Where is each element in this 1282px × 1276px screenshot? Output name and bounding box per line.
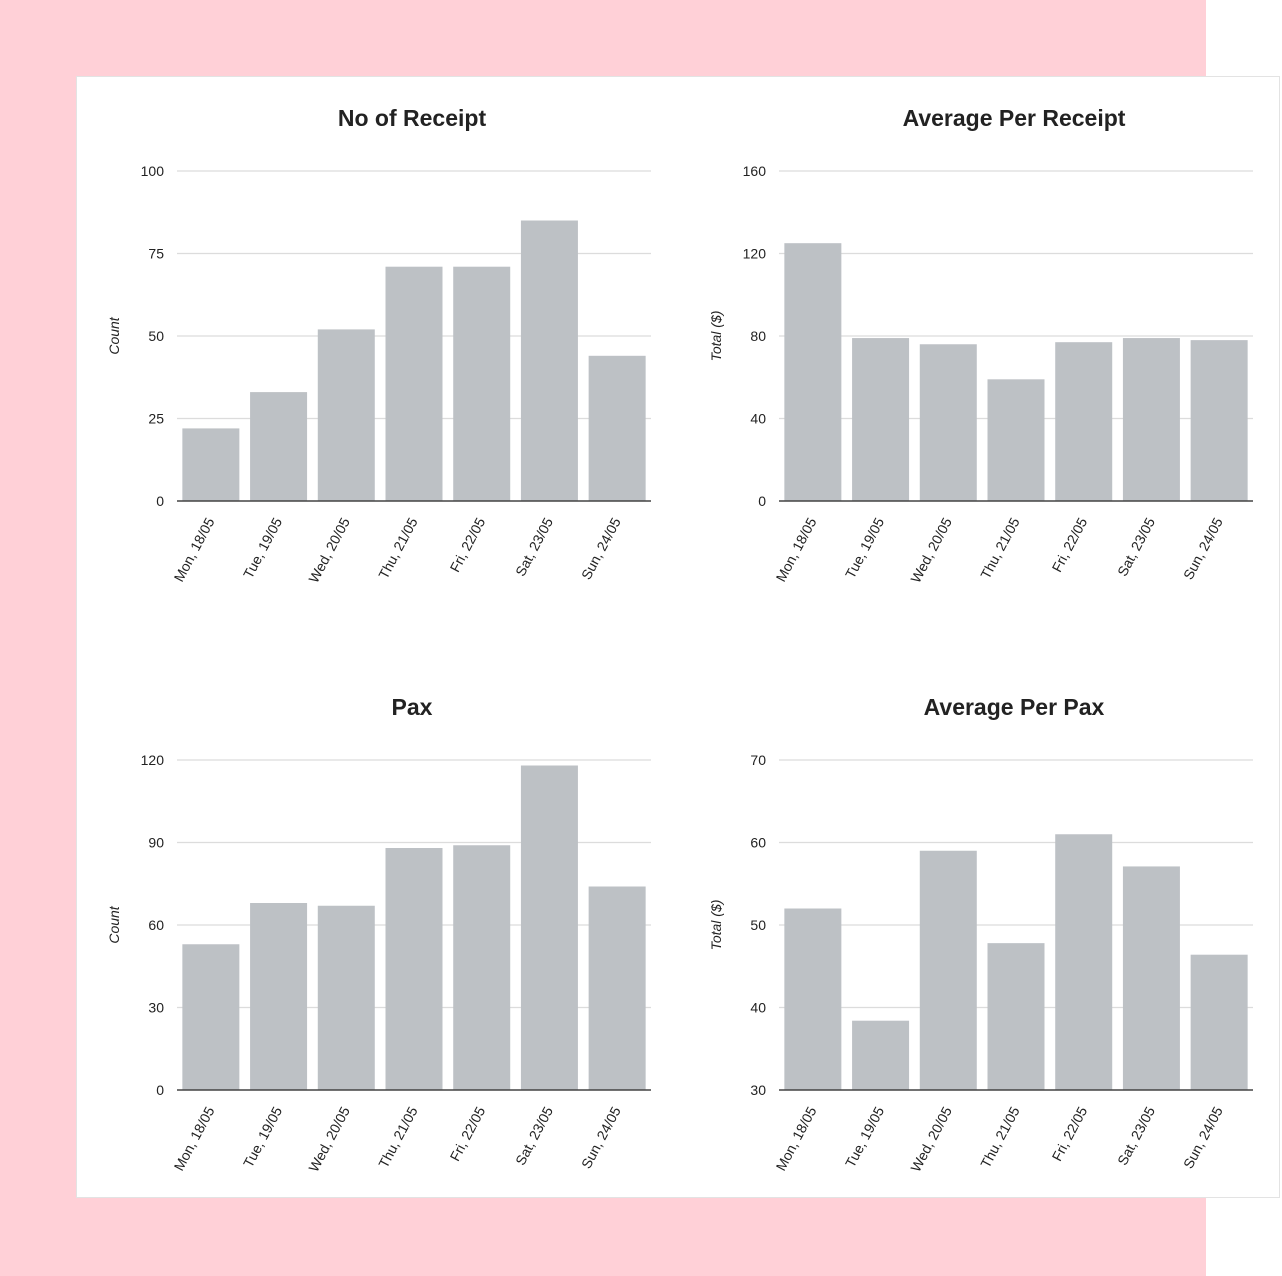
x-tick-label: Wed, 20/05 — [907, 515, 955, 586]
y-tick-label: 25 — [148, 411, 164, 427]
y-tick-label: 120 — [743, 246, 767, 262]
chart-title: Pax — [392, 694, 433, 720]
bar — [588, 886, 646, 1090]
x-tick-label: Tue, 19/05 — [842, 1104, 887, 1170]
bar — [1055, 342, 1113, 501]
x-tick-label: Tue, 19/05 — [842, 515, 887, 581]
bar — [182, 944, 240, 1090]
y-tick-label: 75 — [148, 246, 164, 262]
y-tick-label: 160 — [743, 163, 767, 179]
y-tick-label: 40 — [750, 411, 766, 427]
bar — [784, 243, 842, 501]
chart-title: Average Per Receipt — [903, 105, 1126, 131]
x-tick-label: Mon, 18/05 — [772, 515, 819, 585]
y-axis-label: Count — [106, 905, 122, 943]
bar — [317, 329, 375, 501]
x-tick-label: Mon, 18/05 — [170, 515, 217, 585]
bar — [385, 848, 443, 1090]
x-tick-label: Wed, 20/05 — [907, 1104, 955, 1175]
x-tick-label: Thu, 21/05 — [375, 515, 421, 582]
y-tick-label: 90 — [148, 835, 164, 851]
x-tick-label: Sun, 24/05 — [578, 515, 624, 582]
x-tick-label: Fri, 22/05 — [446, 515, 488, 575]
bar — [520, 765, 578, 1090]
chart-title: Average Per Pax — [924, 694, 1105, 720]
y-tick-label: 0 — [758, 493, 766, 509]
x-tick-label: Wed, 20/05 — [305, 515, 353, 586]
x-tick-label: Sun, 24/05 — [1180, 515, 1226, 582]
y-axis-label: Total ($) — [708, 900, 724, 951]
x-tick-label: Wed, 20/05 — [305, 1104, 353, 1175]
x-tick-label: Sat, 23/05 — [1114, 515, 1158, 579]
x-tick-label: Mon, 18/05 — [170, 1104, 217, 1174]
bar — [1055, 834, 1113, 1090]
x-tick-label: Thu, 21/05 — [977, 515, 1023, 582]
bar — [182, 428, 240, 501]
bar — [317, 905, 375, 1090]
x-tick-label: Tue, 19/05 — [240, 1104, 285, 1170]
y-tick-label: 40 — [750, 1000, 766, 1016]
bar — [385, 266, 443, 501]
y-tick-label: 50 — [148, 328, 164, 344]
bar — [1190, 340, 1248, 501]
x-tick-label: Fri, 22/05 — [1048, 515, 1090, 575]
y-axis-label: Count — [106, 316, 122, 354]
chart-title: No of Receipt — [338, 105, 487, 131]
bar — [250, 903, 308, 1090]
x-tick-label: Sat, 23/05 — [1114, 1104, 1158, 1168]
x-tick-label: Fri, 22/05 — [1048, 1104, 1090, 1164]
y-tick-label: 100 — [141, 163, 165, 179]
bar — [453, 845, 511, 1090]
bar — [250, 392, 308, 501]
y-tick-label: 30 — [148, 1000, 164, 1016]
bar — [852, 338, 910, 501]
y-tick-label: 60 — [148, 917, 164, 933]
x-tick-label: Sat, 23/05 — [512, 515, 556, 579]
y-tick-label: 80 — [750, 328, 766, 344]
x-tick-label: Thu, 21/05 — [977, 1104, 1023, 1171]
x-tick-label: Thu, 21/05 — [375, 1104, 421, 1171]
x-tick-label: Sat, 23/05 — [512, 1104, 556, 1168]
chart-average-per-receipt: Average Per Receipt 0 40 80 120 160 Total ($) M… — [708, 105, 1253, 586]
x-tick-label: Sun, 24/05 — [1180, 1104, 1226, 1171]
y-tick-label: 120 — [141, 752, 165, 768]
bar — [453, 266, 511, 501]
y-tick-label: 70 — [750, 752, 766, 768]
bar — [919, 344, 977, 501]
chart-average-per-pax: Average Per Pax 30 40 50 60 70 Total ($) Mon, 1… — [708, 694, 1253, 1175]
x-tick-label: Mon, 18/05 — [772, 1104, 819, 1174]
bar — [520, 220, 578, 501]
y-tick-label: 0 — [156, 493, 164, 509]
bar — [784, 908, 842, 1090]
bar — [1122, 338, 1180, 501]
y-tick-label: 50 — [750, 917, 766, 933]
y-tick-label: 0 — [156, 1082, 164, 1098]
bar — [919, 850, 977, 1090]
bar — [987, 379, 1045, 501]
y-tick-label: 60 — [750, 835, 766, 851]
x-tick-label: Tue, 19/05 — [240, 515, 285, 581]
bar — [1122, 866, 1180, 1090]
y-axis-label: Total ($) — [708, 311, 724, 362]
y-tick-label: 30 — [750, 1082, 766, 1098]
x-tick-label: Sun, 24/05 — [578, 1104, 624, 1171]
chart-pax: Pax 0 30 60 90 120 Count Mon, 18/05 Tue, 19/05 We… — [106, 694, 651, 1175]
bar — [987, 943, 1045, 1090]
bar — [852, 1020, 910, 1090]
bar — [588, 355, 646, 501]
x-tick-label: Fri, 22/05 — [446, 1104, 488, 1164]
chart-no-of-receipt: No of Receipt 0 25 50 75 100 Count Mon, 18/05 Tu… — [106, 105, 651, 586]
bar — [1190, 954, 1248, 1090]
